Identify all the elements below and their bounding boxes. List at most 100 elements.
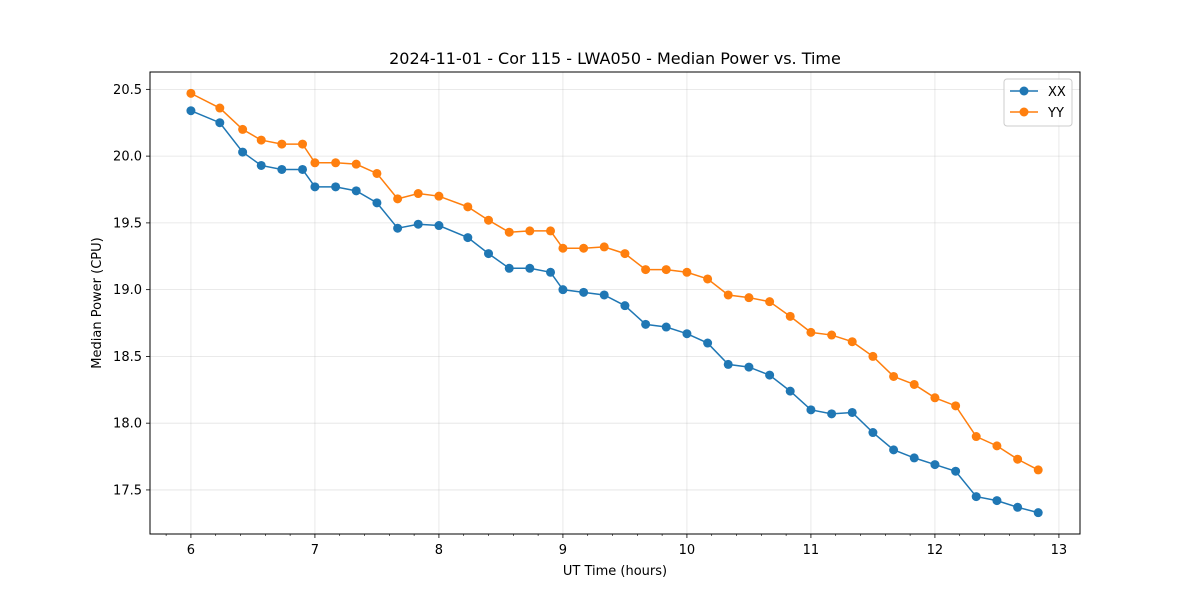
data-point-xx xyxy=(331,182,341,192)
data-point-xx xyxy=(558,285,568,295)
data-point-xx xyxy=(661,322,671,332)
data-point-xx xyxy=(310,182,320,192)
data-point-yy xyxy=(868,351,878,361)
data-point-xx xyxy=(868,428,878,438)
y-tick-label: 17.5 xyxy=(113,483,142,498)
data-point-xx xyxy=(682,329,692,339)
data-point-yy xyxy=(682,267,692,277)
data-point-yy xyxy=(641,265,651,275)
data-point-yy xyxy=(599,242,609,252)
data-point-yy xyxy=(413,189,423,199)
data-point-xx xyxy=(238,147,248,157)
x-axis-label: UT Time (hours) xyxy=(563,564,667,579)
data-point-yy xyxy=(930,393,940,403)
data-point-xx xyxy=(951,466,961,476)
data-point-xx xyxy=(546,267,556,277)
data-point-yy xyxy=(215,103,225,113)
data-point-yy xyxy=(620,249,630,259)
data-point-yy xyxy=(661,265,671,275)
data-point-xx xyxy=(186,106,196,116)
data-point-yy xyxy=(744,293,754,303)
data-point-yy xyxy=(256,135,266,145)
x-tick-label: 12 xyxy=(927,543,944,558)
chart-title: 2024-11-01 - Cor 115 - LWA050 - Median P… xyxy=(389,49,841,68)
data-point-yy xyxy=(765,297,775,307)
data-point-xx xyxy=(463,233,473,243)
data-point-yy xyxy=(847,337,857,347)
data-point-yy xyxy=(546,226,556,236)
data-point-yy xyxy=(298,139,308,149)
data-point-yy xyxy=(484,215,494,225)
x-tick-label: 7 xyxy=(311,543,319,558)
y-tick-label: 20.5 xyxy=(113,83,142,98)
legend-marker-yy xyxy=(1019,107,1029,117)
data-point-yy xyxy=(525,226,535,236)
data-point-xx xyxy=(525,263,535,273)
data-point-xx xyxy=(909,453,919,463)
x-tick-label: 8 xyxy=(435,543,443,558)
x-tick-label: 13 xyxy=(1051,543,1068,558)
data-point-xx xyxy=(434,221,444,231)
data-point-yy xyxy=(372,168,382,178)
x-tick-label: 6 xyxy=(187,543,195,558)
data-point-yy xyxy=(723,290,733,300)
legend: XX YY xyxy=(1003,78,1073,127)
data-point-yy xyxy=(504,227,514,237)
data-point-xx xyxy=(827,409,837,419)
data-point-yy xyxy=(393,194,403,204)
data-point-xx xyxy=(744,362,754,372)
data-point-yy xyxy=(579,243,589,253)
data-point-xx xyxy=(298,164,308,174)
data-point-xx xyxy=(504,263,514,273)
plot-area-frame xyxy=(149,71,1081,535)
data-point-yy xyxy=(971,432,981,442)
legend-marker-xx xyxy=(1019,86,1029,96)
y-tick-label: 18.0 xyxy=(113,417,142,432)
data-point-yy xyxy=(310,158,320,168)
data-point-xx xyxy=(723,359,733,369)
data-point-xx xyxy=(930,460,940,470)
data-point-xx xyxy=(992,496,1002,506)
data-point-yy xyxy=(785,311,795,321)
data-point-xx xyxy=(620,301,630,311)
data-point-yy xyxy=(703,274,713,284)
x-tick-label: 9 xyxy=(559,543,567,558)
data-point-xx xyxy=(889,445,899,455)
data-point-xx xyxy=(785,386,795,396)
data-point-xx xyxy=(277,164,287,174)
data-point-yy xyxy=(909,379,919,389)
data-point-yy xyxy=(463,202,473,212)
data-point-yy xyxy=(1033,465,1043,475)
data-point-xx xyxy=(703,338,713,348)
y-tick-label: 19.0 xyxy=(113,283,142,298)
data-point-yy xyxy=(186,88,196,98)
y-tick-label: 19.5 xyxy=(113,216,142,231)
legend-label-yy: YY xyxy=(1047,106,1064,121)
data-point-yy xyxy=(992,441,1002,451)
series-layer xyxy=(186,88,1043,518)
data-point-xx xyxy=(1013,502,1023,512)
grid-lines xyxy=(150,72,1080,534)
x-tick-label: 10 xyxy=(679,543,696,558)
data-point-xx xyxy=(484,249,494,259)
data-point-xx xyxy=(847,407,857,417)
data-point-xx xyxy=(1033,508,1043,518)
y-axis-label: Median Power (CPU) xyxy=(90,237,105,368)
data-point-xx xyxy=(215,118,225,128)
axis-ticks: 6 7 8 9 10 11 12 13 17.5 18.0 18.5 19.0 19.5 20.0 20.5 xyxy=(113,83,1067,558)
data-point-yy xyxy=(1013,454,1023,464)
data-point-yy xyxy=(806,327,816,337)
data-point-yy xyxy=(951,401,961,411)
data-point-xx xyxy=(765,370,775,380)
data-point-yy xyxy=(434,191,444,201)
data-point-xx xyxy=(413,219,423,229)
data-point-yy xyxy=(238,124,248,134)
data-point-xx xyxy=(579,287,589,297)
data-point-yy xyxy=(277,139,287,149)
data-point-xx xyxy=(256,160,266,170)
data-point-yy xyxy=(331,158,341,168)
x-tick-label: 11 xyxy=(803,543,820,558)
legend-label-xx: XX xyxy=(1048,85,1066,100)
